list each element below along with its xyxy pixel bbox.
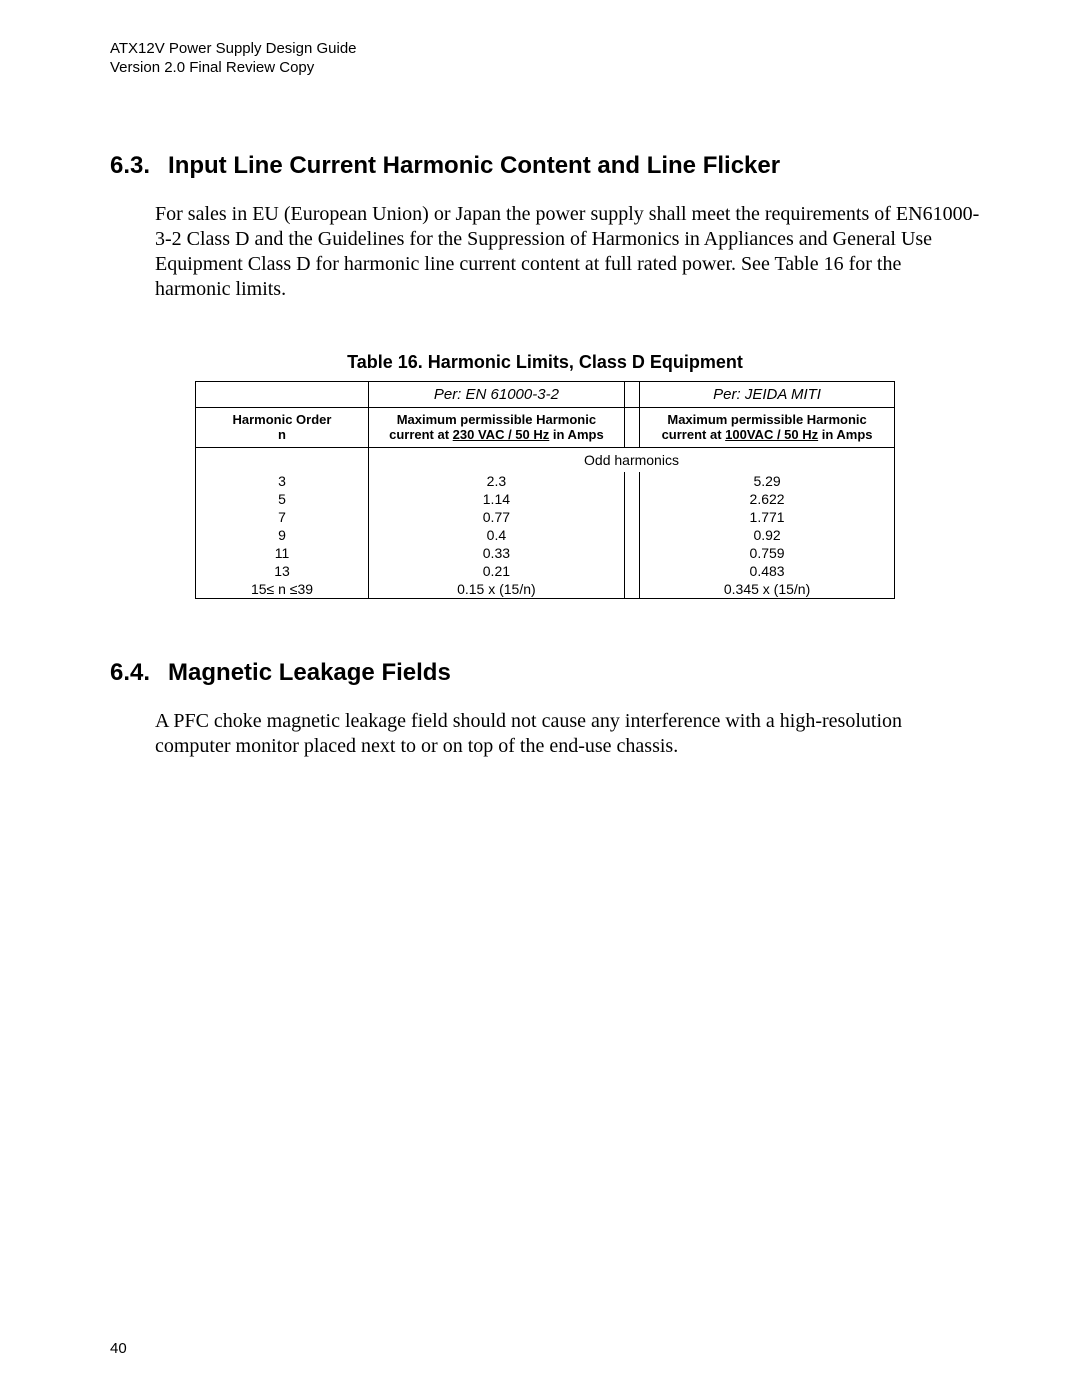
section-6-3-title: Input Line Current Harmonic Content and … — [168, 152, 780, 179]
section-6-3-heading: 6.3. Input Line Current Harmonic Content … — [110, 152, 980, 180]
section-6-3-paragraph: For sales in EU (European Union) or Japa… — [155, 202, 980, 302]
header-order-line1: Harmonic Order — [232, 412, 331, 427]
odd-harmonics-label: Odd harmonics — [369, 448, 895, 472]
table-row: 7 0.77 1.771 — [195, 508, 895, 526]
cell-order: 9 — [195, 526, 369, 544]
table-header-row-2: Harmonic Order n Maximum permissible Har… — [195, 408, 895, 448]
cell-en: 0.77 — [369, 508, 625, 526]
table-header-en-desc: Maximum permissible Harmonic current at … — [369, 408, 625, 448]
table-row: 3 2.3 5.29 — [195, 472, 895, 490]
header-en-line2c: in Amps — [549, 427, 603, 442]
odd-row-left — [195, 448, 369, 472]
cell-order: 3 — [195, 472, 369, 490]
cell-order: 11 — [195, 544, 369, 562]
table-header-blank — [195, 381, 369, 408]
document-header: ATX12V Power Supply Design Guide Version… — [110, 40, 980, 78]
table-header-en-standard: Per: EN 61000-3-2 — [369, 381, 625, 408]
header-en-line2a: current at — [389, 427, 453, 442]
header-en-line1: Maximum permissible Harmonic — [397, 412, 596, 427]
page: ATX12V Power Supply Design Guide Version… — [0, 0, 1080, 1397]
header-jeida-line1: Maximum permissible Harmonic — [667, 412, 866, 427]
table-row: 13 0.21 0.483 — [195, 562, 895, 580]
table-row: 11 0.33 0.759 — [195, 544, 895, 562]
cell-order: 7 — [195, 508, 369, 526]
table-header-jeida-standard: Per: JEIDA MITI — [639, 381, 895, 408]
cell-jeida: 0.92 — [639, 526, 895, 544]
cell-en: 0.21 — [369, 562, 625, 580]
section-6-4-heading: 6.4. Magnetic Leakage Fields — [110, 659, 980, 687]
header-line-2: Version 2.0 Final Review Copy — [110, 59, 980, 78]
cell-gap — [625, 526, 639, 544]
table-odd-harmonics-row: Odd harmonics — [195, 448, 895, 472]
cell-gap — [625, 508, 639, 526]
cell-jeida: 1.771 — [639, 508, 895, 526]
cell-jeida: 2.622 — [639, 490, 895, 508]
cell-jeida: 5.29 — [639, 472, 895, 490]
section-6-3-number: 6.3. — [110, 152, 150, 180]
header-en-line2b: 230 VAC / 50 Hz — [453, 427, 550, 442]
cell-en: 0.15 x (15/n) — [369, 580, 625, 599]
table-row: 15≤ n ≤39 0.15 x (15/n) 0.345 x (15/n) — [195, 580, 895, 599]
table-header-gap — [625, 381, 639, 408]
table-header-row-1: Per: EN 61000-3-2 Per: JEIDA MITI — [195, 381, 895, 408]
cell-en: 0.4 — [369, 526, 625, 544]
cell-gap — [625, 490, 639, 508]
section-6-4-paragraph: A PFC choke magnetic leakage field shoul… — [155, 709, 980, 759]
cell-en: 2.3 — [369, 472, 625, 490]
section-6-4-number: 6.4. — [110, 659, 150, 687]
cell-en: 1.14 — [369, 490, 625, 508]
header-jeida-line2c: in Amps — [818, 427, 872, 442]
table-header-harmonic-order: Harmonic Order n — [195, 408, 369, 448]
cell-order: 15≤ n ≤39 — [195, 580, 369, 599]
cell-gap — [625, 544, 639, 562]
header-order-line2: n — [278, 427, 286, 442]
table-16-caption: Table 16. Harmonic Limits, Class D Equip… — [110, 352, 980, 373]
harmonic-limits-table: Per: EN 61000-3-2 Per: JEIDA MITI Harmon… — [195, 381, 895, 599]
header-jeida-line2b: 100VAC / 50 Hz — [725, 427, 818, 442]
section-6-4-title: Magnetic Leakage Fields — [168, 659, 451, 686]
cell-order: 5 — [195, 490, 369, 508]
cell-jeida: 0.345 x (15/n) — [639, 580, 895, 599]
table-row: 5 1.14 2.622 — [195, 490, 895, 508]
page-number: 40 — [110, 1340, 127, 1357]
header-jeida-line2a: current at — [662, 427, 726, 442]
table-header-jeida-desc: Maximum permissible Harmonic current at … — [639, 408, 895, 448]
cell-jeida: 0.483 — [639, 562, 895, 580]
cell-en: 0.33 — [369, 544, 625, 562]
cell-gap — [625, 472, 639, 490]
cell-order: 13 — [195, 562, 369, 580]
cell-gap — [625, 562, 639, 580]
table-header-gap2 — [625, 408, 639, 448]
table-row: 9 0.4 0.92 — [195, 526, 895, 544]
cell-gap — [625, 580, 639, 599]
cell-jeida: 0.759 — [639, 544, 895, 562]
header-line-1: ATX12V Power Supply Design Guide — [110, 40, 980, 59]
